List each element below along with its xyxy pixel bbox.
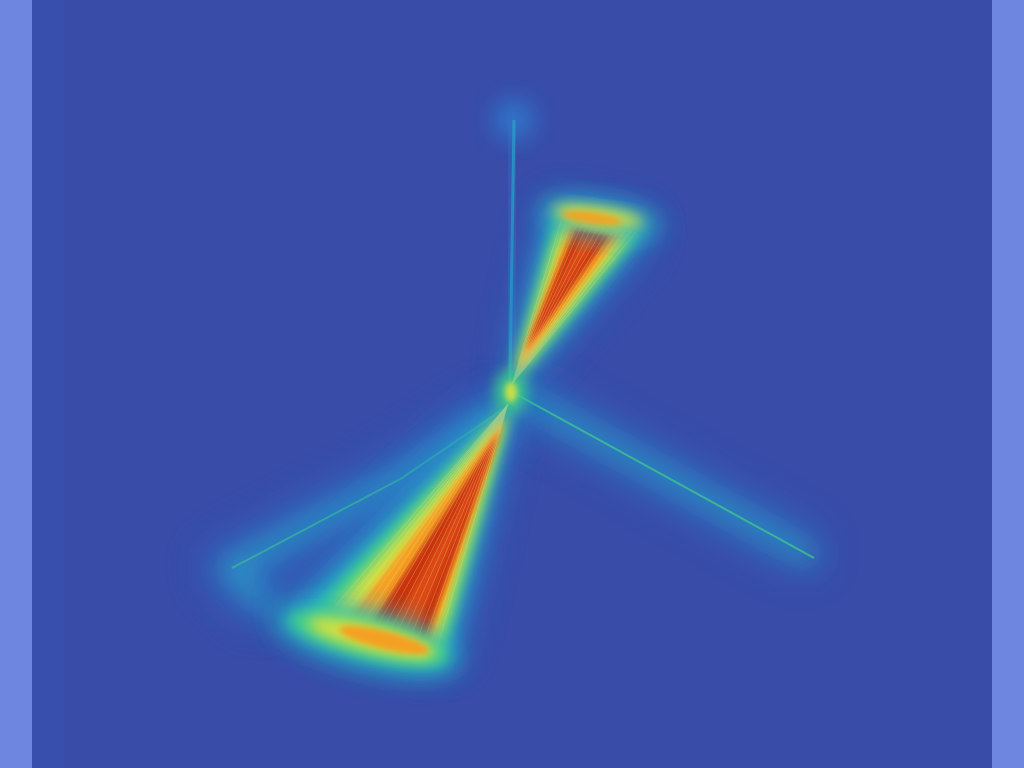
heatmap-scene: [32, 0, 992, 768]
scene-left-shade: [32, 0, 64, 768]
render-viewport: [32, 0, 992, 768]
crossover-point: [495, 370, 527, 414]
right-frame-band: [992, 0, 1024, 768]
left-frame-band: [0, 0, 32, 768]
